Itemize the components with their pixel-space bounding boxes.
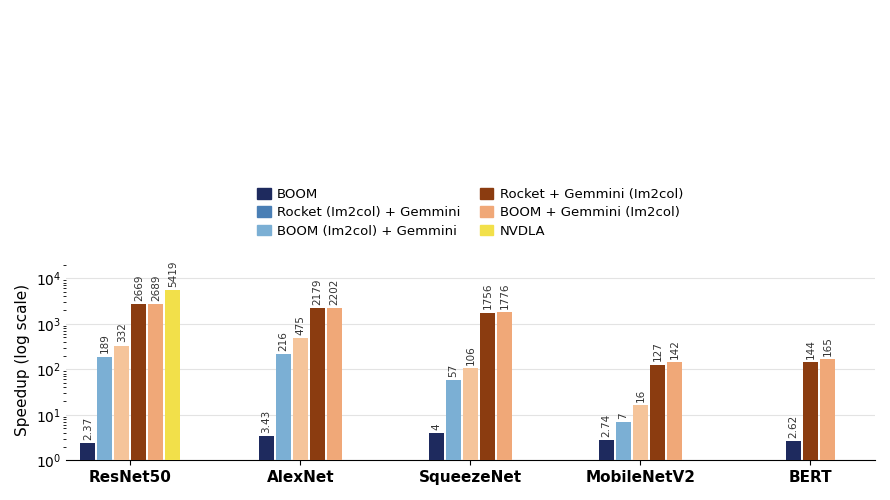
Text: 4: 4	[432, 423, 441, 430]
Text: 7: 7	[619, 412, 628, 418]
Bar	[786, 441, 801, 500]
Bar	[115, 346, 129, 500]
Text: 127: 127	[652, 342, 662, 361]
Text: 2.37: 2.37	[83, 416, 93, 440]
Bar	[327, 308, 342, 500]
Bar	[497, 312, 512, 500]
Bar	[480, 312, 495, 500]
Bar	[616, 422, 631, 500]
Bar	[293, 338, 308, 500]
Legend: BOOM, Rocket (Im2col) + Gemmini, BOOM (Im2col) + Gemmini, Rocket + Gemmini (Im2c: BOOM, Rocket (Im2col) + Gemmini, BOOM (I…	[252, 182, 689, 243]
Text: 106: 106	[465, 345, 475, 365]
Text: 57: 57	[449, 364, 458, 377]
Text: 2669: 2669	[134, 274, 144, 301]
Text: 2202: 2202	[329, 278, 339, 305]
Bar	[650, 364, 665, 500]
Bar	[259, 436, 274, 500]
Bar	[80, 443, 95, 500]
Bar	[633, 406, 648, 500]
Text: 144: 144	[805, 339, 815, 359]
Y-axis label: Speedup (log scale): Speedup (log scale)	[15, 284, 30, 436]
Text: 2.62: 2.62	[789, 414, 798, 438]
Bar	[667, 362, 682, 500]
Text: 2179: 2179	[312, 278, 322, 305]
Text: 1756: 1756	[482, 283, 492, 310]
Bar	[429, 433, 444, 500]
Text: 332: 332	[117, 322, 127, 342]
Text: 189: 189	[100, 334, 109, 353]
Text: 2689: 2689	[151, 274, 161, 301]
Text: 165: 165	[822, 336, 832, 356]
Bar	[599, 440, 614, 500]
Bar	[803, 362, 818, 500]
Bar	[149, 304, 164, 500]
Bar	[310, 308, 325, 500]
Text: 2.74: 2.74	[602, 414, 611, 437]
Text: 216: 216	[279, 331, 288, 351]
Text: 16: 16	[635, 389, 645, 402]
Bar	[132, 304, 146, 500]
Text: 5419: 5419	[168, 260, 178, 287]
Bar	[276, 354, 291, 500]
Text: 142: 142	[669, 339, 679, 359]
Bar	[97, 356, 112, 500]
Bar	[463, 368, 478, 500]
Bar	[820, 360, 835, 500]
Text: 1776: 1776	[499, 282, 509, 309]
Bar	[446, 380, 461, 500]
Text: 3.43: 3.43	[262, 410, 271, 432]
Text: 475: 475	[295, 316, 305, 335]
Bar	[166, 290, 181, 500]
